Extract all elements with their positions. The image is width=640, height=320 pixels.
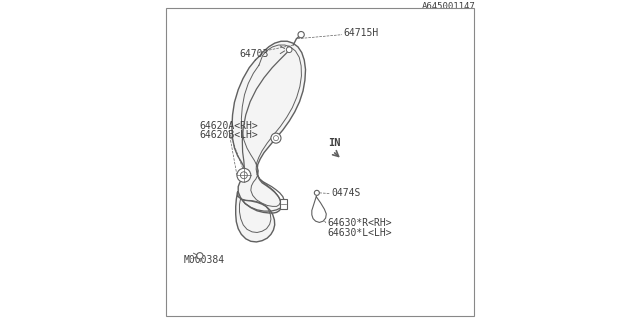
Text: IN: IN [328, 138, 340, 148]
Polygon shape [312, 196, 326, 222]
Text: 64620A<RH>: 64620A<RH> [199, 121, 258, 131]
Bar [280, 198, 287, 209]
Text: 64703: 64703 [240, 49, 269, 59]
Circle shape [237, 168, 251, 182]
Text: 64630*R<RH>: 64630*R<RH> [328, 218, 392, 228]
Circle shape [271, 133, 281, 143]
Circle shape [273, 136, 278, 141]
Text: 64715H: 64715H [344, 28, 379, 38]
Circle shape [286, 47, 292, 52]
Text: M000384: M000384 [183, 254, 224, 265]
Circle shape [314, 190, 319, 196]
Circle shape [196, 252, 203, 259]
Polygon shape [236, 192, 275, 242]
Circle shape [241, 172, 247, 179]
Text: A645001147: A645001147 [422, 2, 476, 11]
Polygon shape [232, 41, 305, 213]
Text: 64620B<LH>: 64620B<LH> [199, 130, 258, 140]
Text: 0474S: 0474S [331, 188, 360, 198]
Text: 64630*L<LH>: 64630*L<LH> [328, 228, 392, 238]
Circle shape [298, 31, 304, 38]
